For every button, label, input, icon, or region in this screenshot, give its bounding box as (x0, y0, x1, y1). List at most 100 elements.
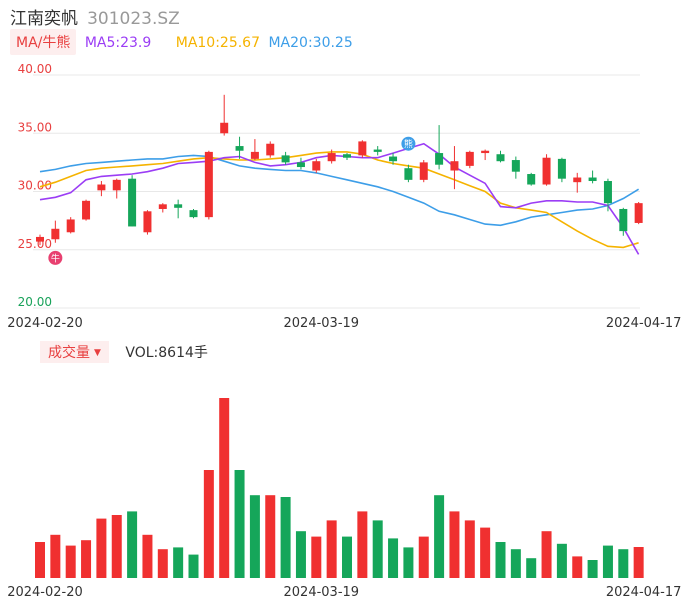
volume-bar (280, 497, 291, 578)
volume-label: VOL: (125, 345, 159, 361)
ma20-value: 30.25 (312, 35, 353, 51)
candle-body (66, 219, 75, 233)
candle-body (450, 161, 459, 171)
candle-body (404, 168, 413, 180)
volume-bar (219, 398, 230, 578)
volume-bar (188, 554, 199, 578)
ma5-value: 23.9 (120, 35, 152, 51)
candle-body (82, 200, 91, 220)
ma10-value: 25.67 (219, 35, 261, 51)
candle-body (542, 157, 551, 185)
volume-bar (480, 527, 491, 578)
volume-bar (434, 495, 445, 578)
candle-body (220, 122, 229, 134)
candle-body (204, 151, 213, 218)
candle-body (435, 153, 444, 165)
volume-bar (464, 520, 475, 578)
volume-indicator-selector[interactable]: 成交量 ▼ (40, 341, 109, 363)
ma-legend: MA/牛熊 MA5:23.9 MA10:25.67 MA20:30.25 (10, 29, 353, 55)
ma20-legend: MA20:30.25 (268, 35, 352, 51)
x-tick-label: 2024-04-17 (606, 316, 682, 331)
y-tick-label: 35.00 (18, 120, 52, 134)
ma10-label: MA10: (175, 35, 220, 51)
volume-bar (265, 495, 276, 578)
candle-body (527, 174, 536, 185)
candle-body (174, 204, 183, 208)
signal-markers: 牛熊 (48, 136, 416, 265)
volume-bar (495, 542, 506, 578)
ma-lines (39, 142, 640, 255)
ma5-line (39, 142, 640, 255)
candle-body (235, 146, 244, 151)
y-tick-label: 25.00 (18, 237, 52, 251)
volume-tag-label: 成交量 (48, 345, 90, 361)
title-row: 江南奕帆 301023.SZ (10, 4, 180, 29)
candle-body (573, 177, 582, 183)
candle-body (358, 141, 367, 156)
volume-bar (418, 536, 429, 578)
y-tick-label: 40.00 (18, 62, 52, 76)
volume-bar (556, 543, 567, 578)
candle-body (158, 204, 167, 209)
candle-body (327, 153, 336, 162)
stock-code: 301023.SZ (87, 9, 180, 29)
volume-bar (96, 518, 107, 578)
volume-bar (295, 531, 306, 578)
volume-bar (587, 560, 598, 578)
candle-body (128, 178, 137, 227)
candle-body (112, 179, 121, 191)
bull-marker: 牛 (48, 250, 63, 265)
ma10-legend: MA10:25.67 (176, 35, 260, 51)
price-grid (33, 74, 640, 309)
volume-bar (618, 549, 629, 578)
volume-bar (510, 549, 521, 578)
candle-body (250, 151, 259, 159)
x-tick-label: 2024-04-17 (606, 585, 682, 600)
volume-bar (157, 549, 168, 578)
volume-readout: VOL:8614手 (125, 345, 208, 361)
bear-marker-icon (401, 136, 416, 151)
candle-body (619, 208, 628, 232)
volume-bar (173, 547, 184, 578)
volume-bar (111, 515, 122, 578)
x-tick-label: 2024-02-20 (7, 316, 83, 331)
candle-body (266, 143, 275, 156)
volume-bar (449, 511, 460, 578)
volume-bar (602, 545, 613, 578)
ma-bull-bear-toggle[interactable]: MA/牛熊 (10, 29, 77, 55)
bull-marker-icon (48, 250, 63, 265)
ma5-legend: MA5:23.9 (85, 35, 151, 51)
candle-body (557, 158, 566, 179)
x-tick-label: 2024-02-20 (7, 585, 83, 600)
ma10-line (39, 151, 639, 249)
candle-body (389, 156, 398, 162)
candle-body (465, 151, 474, 166)
volume-bar (572, 556, 583, 578)
bear-marker-label: 熊 (404, 138, 413, 150)
date-axis-top: 2024-02-20 2024-03-19 2024-04-17 (7, 316, 681, 331)
candle-body (343, 154, 351, 158)
volume-bar (311, 536, 322, 578)
y-tick-label: 30.00 (18, 179, 52, 193)
volume-bar (50, 534, 61, 578)
bull-marker-label: 牛 (51, 252, 60, 264)
y-tick-label: 20.00 (18, 295, 52, 309)
candle-body (189, 210, 198, 218)
candle-body (496, 154, 505, 162)
candle-body (419, 162, 428, 180)
volume-bar (142, 534, 153, 578)
volume-bar (526, 558, 537, 578)
ma5-label: MA5: (84, 35, 121, 51)
caret-down-icon: ▼ (94, 348, 101, 358)
candle-body (97, 184, 106, 191)
volume-bar (203, 470, 214, 578)
ma20-label: MA20: (268, 35, 313, 51)
candle-body (51, 228, 60, 240)
volume-bar (388, 538, 399, 578)
candle-body (312, 161, 321, 171)
ma20-line (39, 154, 640, 227)
volume-bar (541, 531, 552, 578)
volume-bar (633, 547, 644, 578)
volume-bar (372, 520, 383, 578)
